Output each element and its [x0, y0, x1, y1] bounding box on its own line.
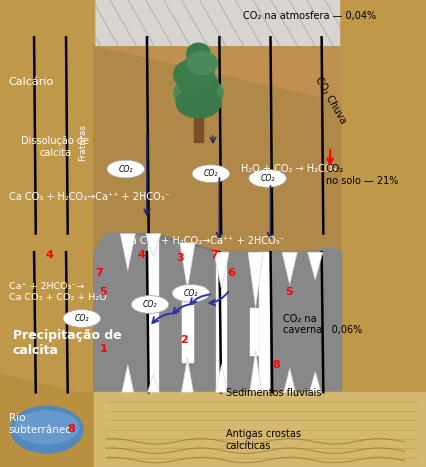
- Ellipse shape: [179, 70, 218, 98]
- Text: Antigas crostas
calcíticas: Antigas crostas calcíticas: [226, 429, 301, 451]
- Text: 8: 8: [68, 424, 75, 434]
- Polygon shape: [94, 47, 341, 149]
- Polygon shape: [282, 252, 297, 285]
- Ellipse shape: [182, 55, 214, 80]
- Ellipse shape: [11, 406, 83, 453]
- Polygon shape: [94, 47, 341, 252]
- Text: Sedimentos fluviais: Sedimentos fluviais: [226, 388, 321, 398]
- Polygon shape: [0, 0, 94, 177]
- Ellipse shape: [192, 165, 230, 183]
- Ellipse shape: [107, 160, 144, 178]
- Polygon shape: [341, 0, 426, 103]
- Polygon shape: [146, 234, 161, 257]
- Text: Ca CO₃ + H₂CO₃→Ca⁺⁺ + 2HCO₃⁻: Ca CO₃ + H₂CO₃→Ca⁺⁺ + 2HCO₃⁻: [124, 235, 285, 246]
- Polygon shape: [122, 364, 134, 392]
- Text: 2: 2: [180, 335, 188, 345]
- Text: 5: 5: [99, 287, 107, 297]
- Text: CO₂ na atmosfera — 0,04%: CO₂ na atmosfera — 0,04%: [243, 11, 376, 21]
- Polygon shape: [180, 243, 195, 290]
- Ellipse shape: [15, 411, 79, 444]
- Text: Ca CO₃ + H₂CO₃→Ca⁺⁺ + 2HCO₃⁻: Ca CO₃ + H₂CO₃→Ca⁺⁺ + 2HCO₃⁻: [9, 192, 170, 202]
- Ellipse shape: [187, 51, 217, 75]
- Text: Fraturas: Fraturas: [78, 124, 88, 161]
- Polygon shape: [284, 368, 296, 392]
- Polygon shape: [181, 357, 193, 392]
- Ellipse shape: [131, 296, 169, 313]
- Polygon shape: [0, 0, 94, 467]
- Polygon shape: [250, 350, 262, 392]
- Text: CO₂: CO₂: [260, 174, 275, 183]
- Text: 8: 8: [272, 360, 280, 370]
- Text: CO₂: CO₂: [118, 164, 133, 174]
- Text: Dissolução de
calcita: Dissolução de calcita: [21, 136, 89, 158]
- Text: CO₂
no solo — 21%: CO₂ no solo — 21%: [326, 164, 398, 186]
- Polygon shape: [94, 392, 426, 467]
- Text: Calcário: Calcário: [9, 77, 54, 87]
- Polygon shape: [214, 252, 229, 290]
- Polygon shape: [309, 371, 321, 392]
- Bar: [250, 308, 261, 355]
- Text: CO₂: CO₂: [204, 169, 218, 178]
- Text: 3: 3: [176, 253, 184, 263]
- Bar: [182, 290, 193, 362]
- Text: CO₂: CO₂: [143, 300, 157, 309]
- Polygon shape: [308, 252, 323, 280]
- Ellipse shape: [172, 284, 210, 302]
- Text: Rio
subterrâneo: Rio subterrâneo: [9, 413, 72, 435]
- Bar: [148, 234, 159, 392]
- Polygon shape: [216, 364, 227, 392]
- Text: Ca⁺ + 2HCO₃⁻→
Ca CO₃ + CO₂ + H₂O: Ca⁺ + 2HCO₃⁻→ Ca CO₃ + CO₂ + H₂O: [9, 282, 106, 302]
- Text: H₂O + CO₂ → H₂CO₃: H₂O + CO₂ → H₂CO₃: [241, 164, 336, 174]
- Bar: [259, 252, 270, 392]
- Text: CO₂ Chuva: CO₂ Chuva: [313, 75, 348, 126]
- Text: 4: 4: [138, 249, 145, 260]
- Polygon shape: [94, 234, 341, 392]
- Text: CO₂: CO₂: [184, 289, 198, 298]
- Bar: [194, 103, 203, 142]
- Polygon shape: [341, 0, 426, 467]
- Text: 7: 7: [210, 249, 218, 260]
- Text: 4: 4: [45, 249, 53, 260]
- Text: 5: 5: [285, 287, 293, 297]
- Text: Precipitação de
calcita: Precipitação de calcita: [13, 329, 121, 357]
- Ellipse shape: [174, 59, 214, 90]
- Ellipse shape: [63, 310, 101, 327]
- Polygon shape: [0, 0, 94, 467]
- Text: 6: 6: [227, 268, 235, 278]
- Text: 7: 7: [95, 268, 103, 278]
- Text: 1: 1: [99, 344, 107, 354]
- Polygon shape: [248, 252, 263, 308]
- Polygon shape: [94, 252, 341, 392]
- Polygon shape: [0, 374, 426, 467]
- Polygon shape: [120, 234, 135, 271]
- Text: CO₂: CO₂: [75, 314, 89, 323]
- Ellipse shape: [187, 43, 210, 64]
- Ellipse shape: [176, 88, 221, 118]
- Polygon shape: [94, 234, 341, 392]
- Ellipse shape: [174, 76, 223, 111]
- Bar: [216, 252, 227, 392]
- Text: CO₂ na
caverna   0,06%: CO₂ na caverna 0,06%: [283, 314, 363, 335]
- Polygon shape: [147, 375, 159, 392]
- Ellipse shape: [249, 170, 286, 187]
